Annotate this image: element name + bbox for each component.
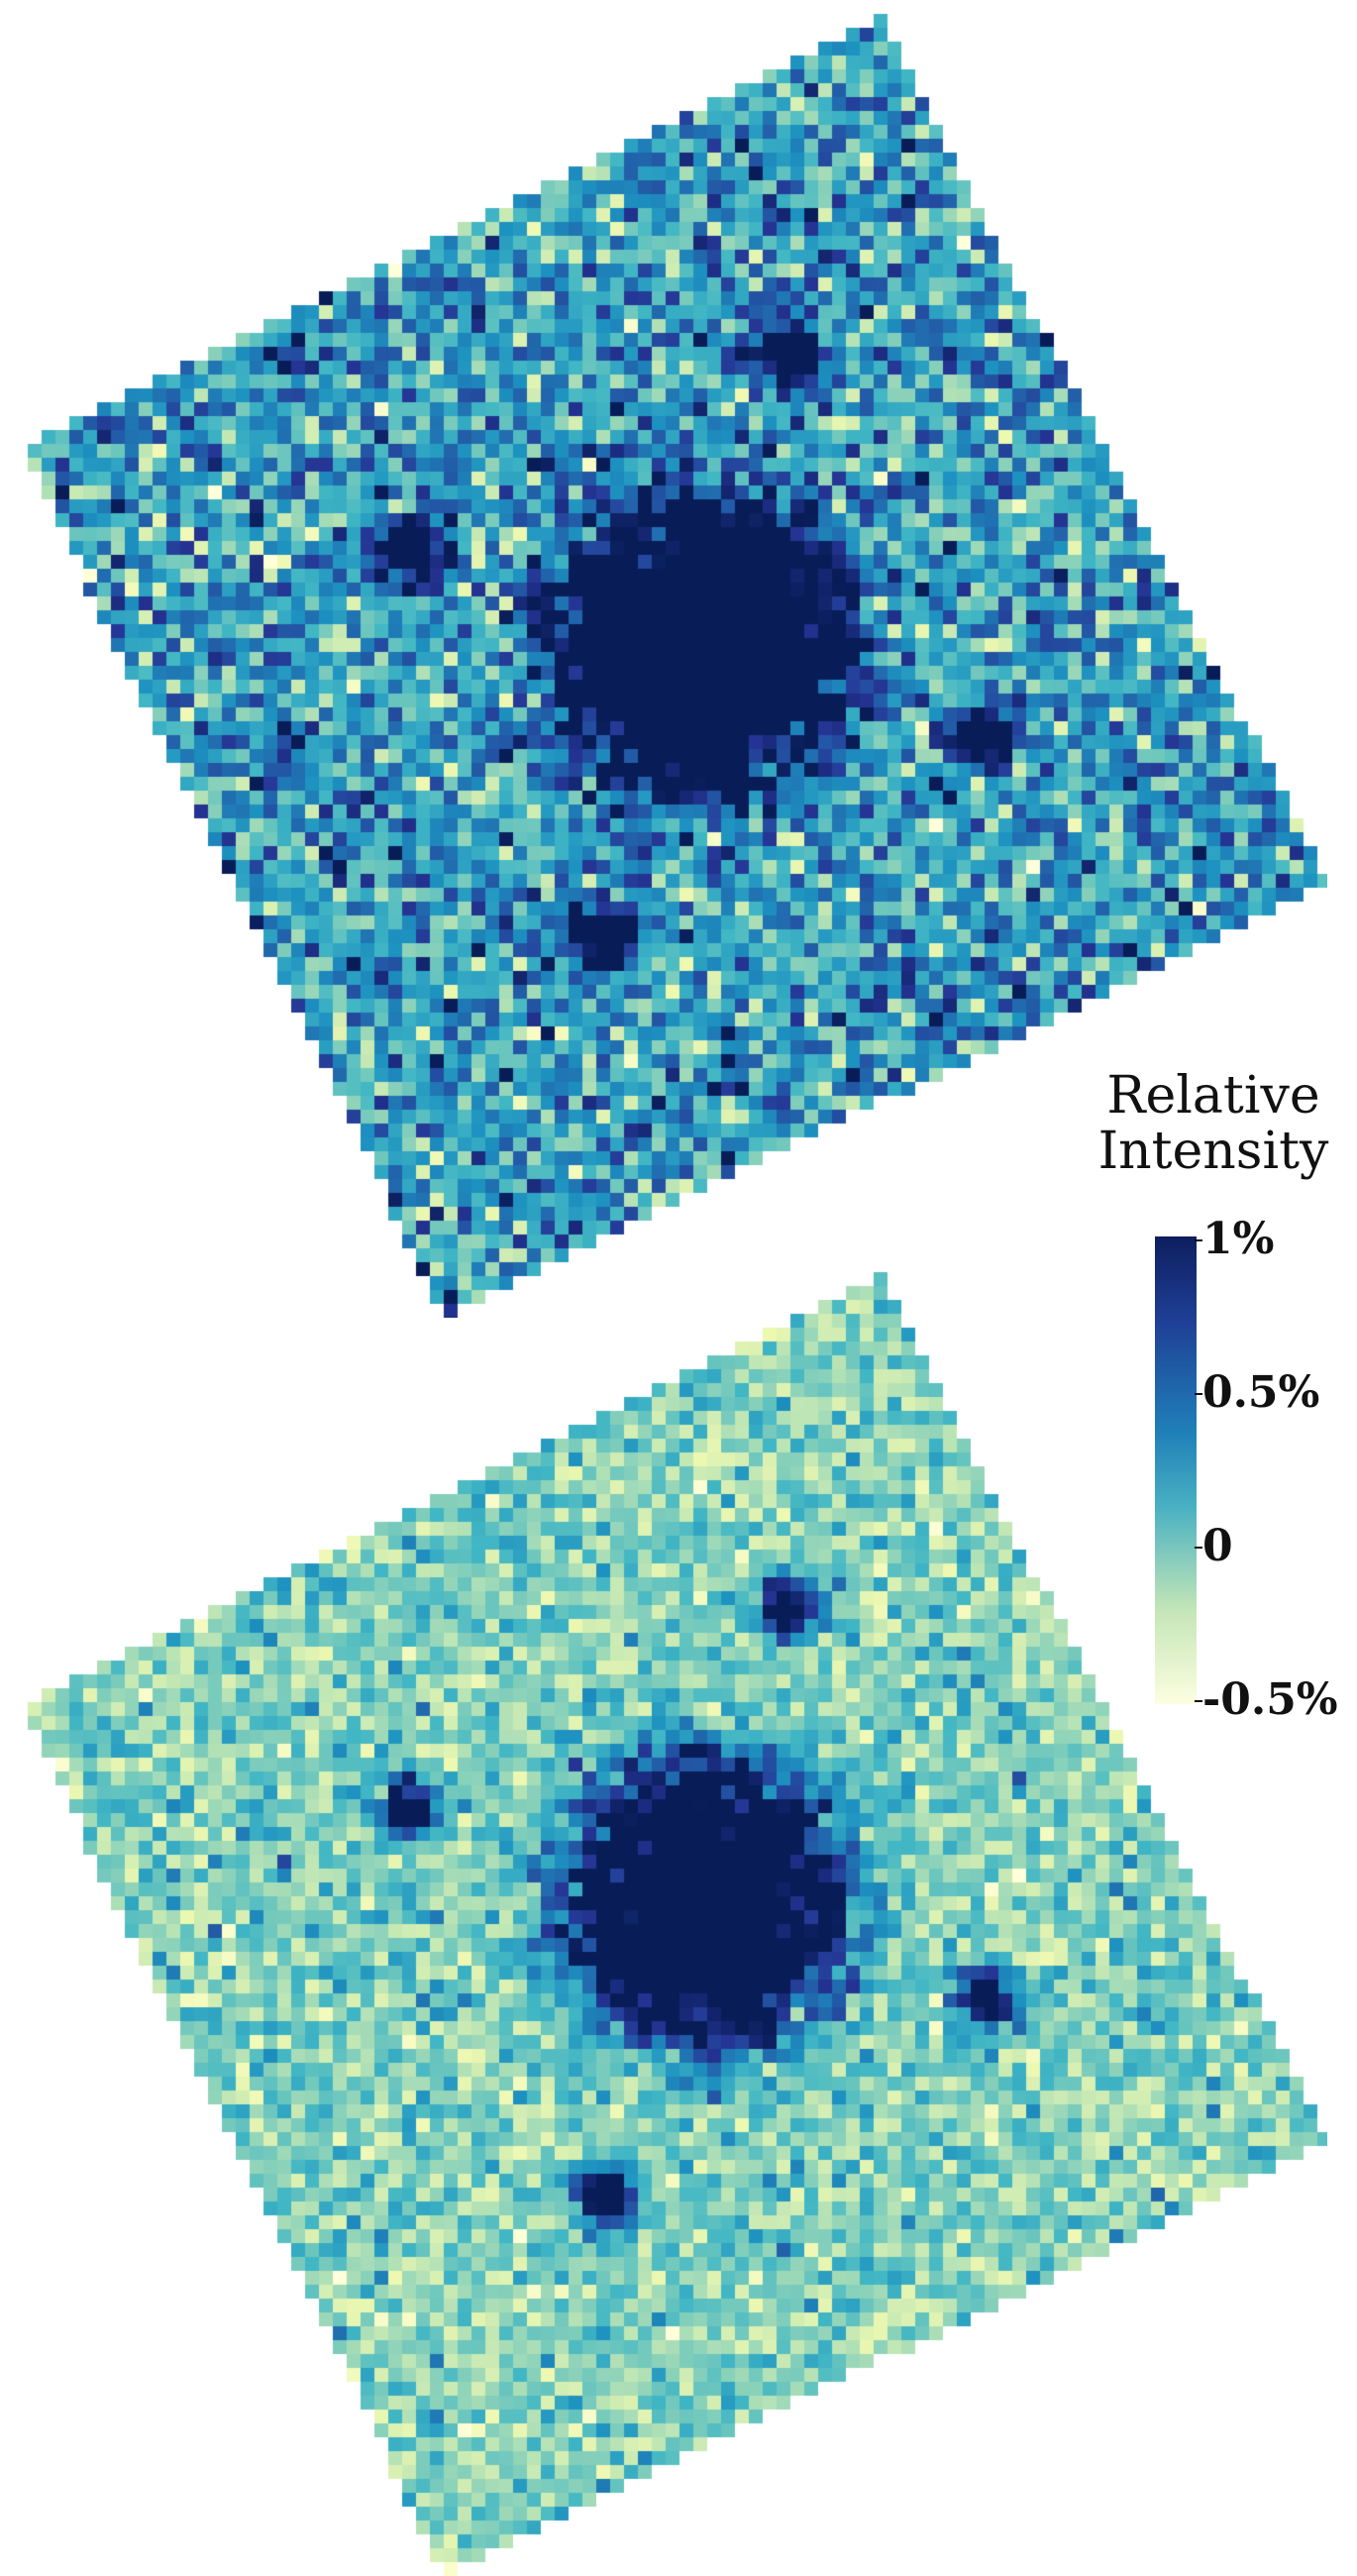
- image-panel-bottom: [0, 1258, 1327, 2576]
- colorbar-title: Relative Intensity: [1080, 1068, 1347, 1179]
- colorbar-tick-0-5pct: 0.5%: [1194, 1367, 1320, 1418]
- colorbar-title-line2: Intensity: [1097, 1122, 1329, 1181]
- colorbar-title-line1: Relative: [1106, 1066, 1320, 1126]
- colorbar-tick-1pct: 1%: [1194, 1214, 1275, 1264]
- image-panel-top: [0, 0, 1327, 1318]
- colorbar-tick-0: 0: [1195, 1521, 1233, 1571]
- colorbar-tick-minus-0-5pct: -0.5%: [1195, 1674, 1338, 1725]
- colorbar: [1155, 1236, 1197, 1704]
